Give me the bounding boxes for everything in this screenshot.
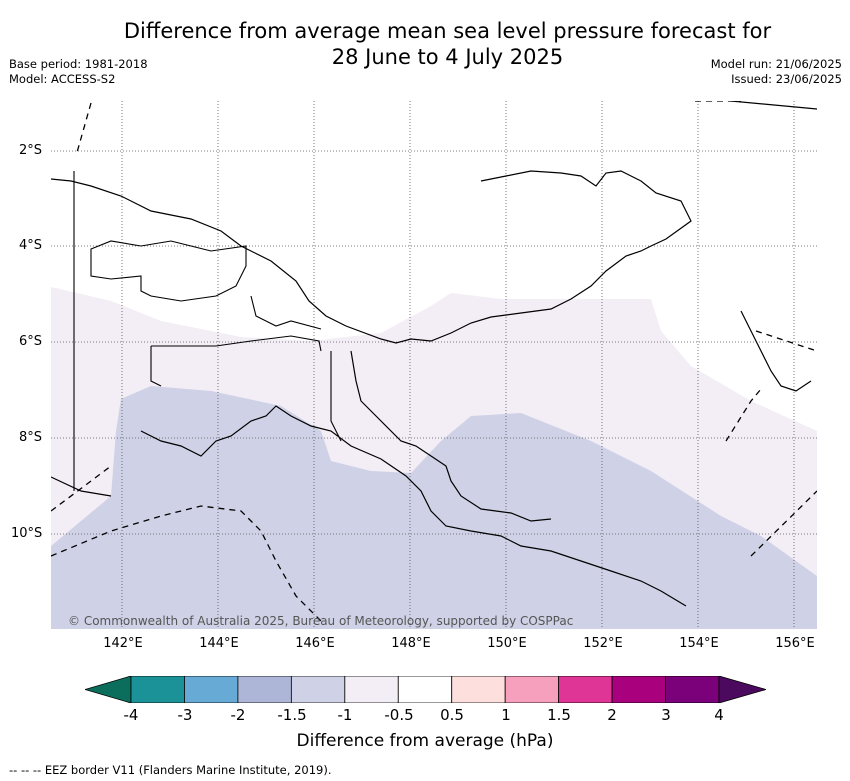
meta-right: Model run: 21/06/2025 Issued: 23/06/2025 — [711, 57, 842, 87]
shading-medium — [51, 386, 817, 629]
cb-tick: -0.5 — [384, 706, 414, 724]
lat-label-6s: 6°S — [19, 334, 43, 349]
eez-footnote: -- -- -- EEZ border V11 (Flanders Marine… — [9, 763, 332, 777]
coastlines — [51, 101, 817, 607]
cb-tick: -1.5 — [277, 706, 307, 724]
map-svg — [51, 101, 817, 629]
lat-label-4s: 4°S — [19, 238, 43, 253]
colorbar-bin — [451, 676, 506, 703]
colorbar-bin — [611, 676, 666, 703]
land-borders — [73, 171, 342, 491]
colorbar-bins — [130, 676, 720, 703]
title-line-1: Difference from average mean sea level p… — [123, 19, 772, 43]
copyright-notice: © Commonwealth of Australia 2025, Bureau… — [68, 614, 574, 628]
colorbar-bin — [558, 676, 613, 703]
lat-label-2s: 2°S — [19, 143, 43, 158]
lon-label-144e: 144°E — [199, 636, 239, 651]
lat-label-10s: 10°S — [11, 526, 43, 541]
cb-tick: -2 — [230, 706, 246, 724]
colorbar-bin — [184, 676, 239, 703]
cb-tick: 1.5 — [547, 706, 571, 724]
colorbar-bin — [397, 676, 453, 703]
model-name: Model: ACCESS-S2 — [9, 72, 116, 86]
cb-tick: -1 — [337, 706, 353, 724]
cb-tick: -3 — [177, 706, 193, 724]
meta-left: Base period: 1981-2018 Model: ACCESS-S2 — [9, 57, 148, 87]
colorbar-bin — [344, 676, 399, 703]
colorbar-bin — [237, 676, 292, 703]
model-run: Model run: 21/06/2025 — [710, 57, 842, 71]
cb-tick: 0.5 — [440, 706, 464, 724]
colorbar-bin — [504, 676, 560, 703]
lon-label-142e: 142°E — [103, 636, 143, 651]
cb-tick: 3 — [661, 706, 671, 724]
colorbar-over-arrow — [718, 676, 766, 703]
lat-label-8s: 8°S — [19, 430, 43, 445]
graticule — [51, 101, 817, 629]
eez-borders — [51, 101, 817, 622]
colorbar-bin — [130, 676, 185, 703]
map-panel — [51, 101, 817, 629]
lon-label-150e: 150°E — [487, 636, 527, 651]
lon-label-152e: 152°E — [583, 636, 623, 651]
colorbar-bin — [290, 676, 346, 703]
lon-label-156e: 156°E — [775, 636, 815, 651]
lon-label-146e: 146°E — [295, 636, 335, 651]
colorbar-under-arrow — [85, 676, 132, 703]
lon-label-154e: 154°E — [679, 636, 719, 651]
lon-label-148e: 148°E — [391, 636, 431, 651]
cb-tick: 1 — [501, 706, 511, 724]
colorbar — [85, 676, 766, 703]
map-title: Difference from average mean sea level p… — [0, 18, 850, 70]
cb-tick: 4 — [714, 706, 724, 724]
base-period: Base period: 1981-2018 — [9, 57, 148, 71]
cb-tick: 2 — [607, 706, 617, 724]
issued-date: Issued: 23/06/2025 — [731, 72, 842, 86]
colorbar-label: Difference from average (hPa) — [296, 731, 554, 751]
title-line-2: 28 June to 4 July 2025 — [331, 45, 564, 69]
colorbar-bin — [665, 676, 720, 703]
cb-tick: -4 — [123, 706, 139, 724]
